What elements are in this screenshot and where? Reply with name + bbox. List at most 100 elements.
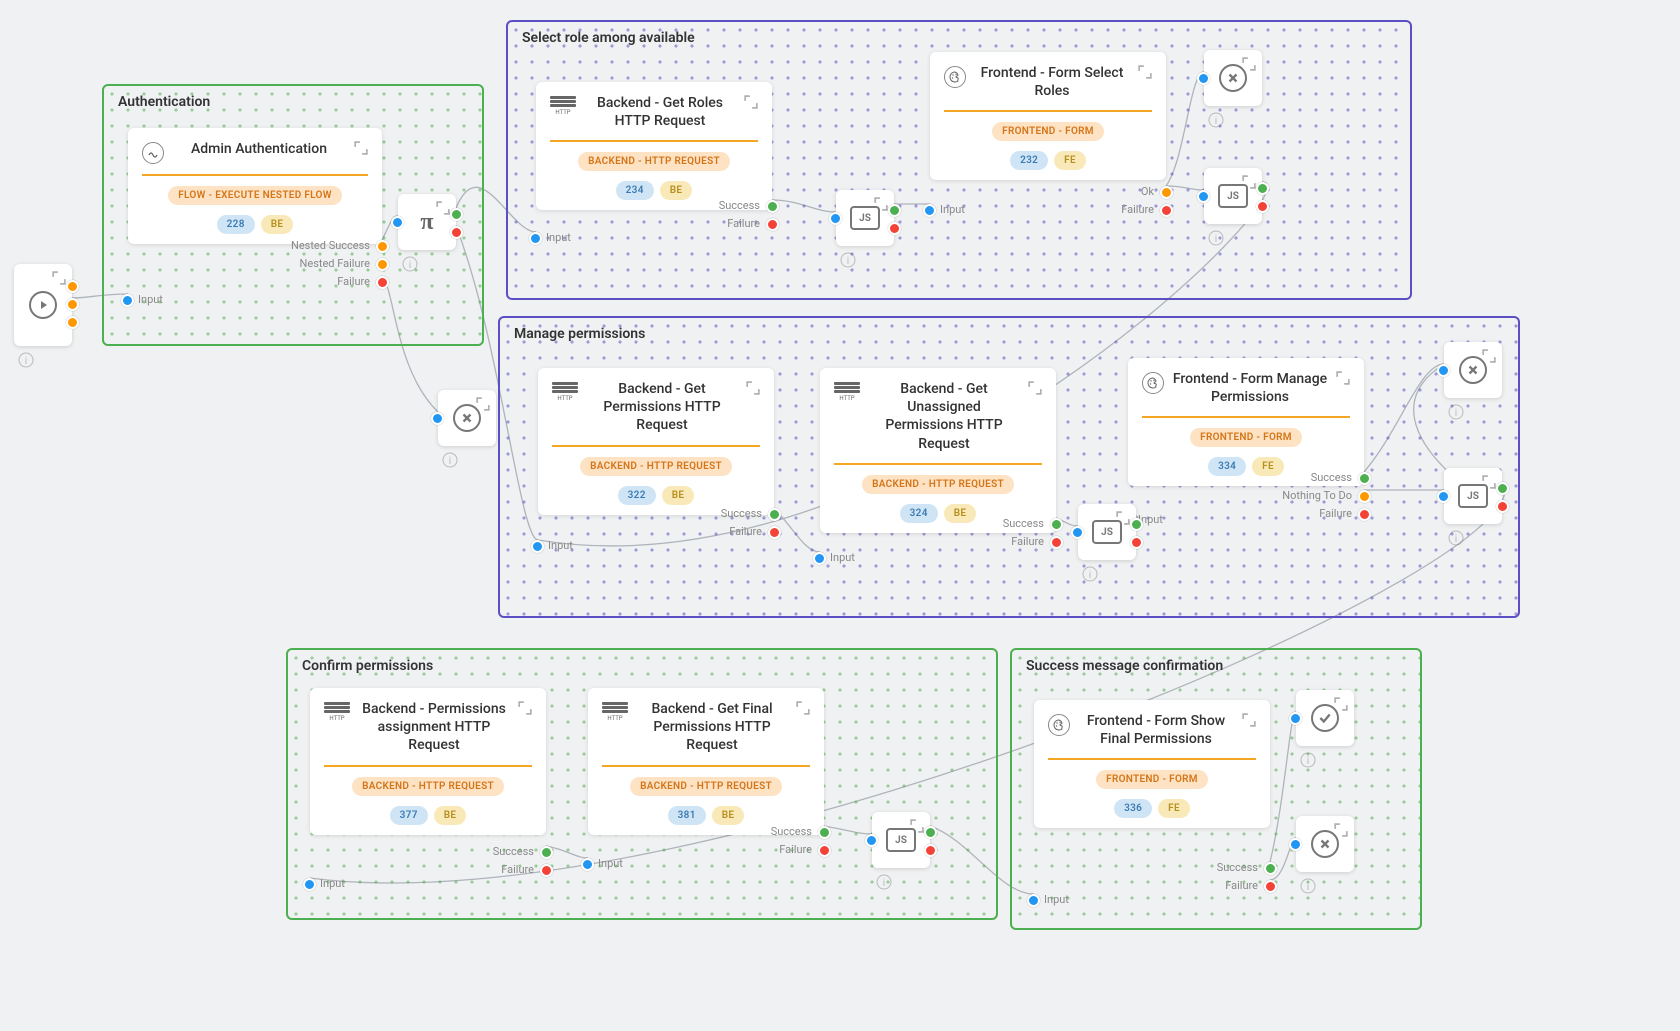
expand-icon[interactable] (1482, 348, 1496, 362)
port-output[interactable] (766, 218, 779, 231)
mini-x4[interactable]: i (1296, 816, 1354, 872)
mini-pi[interactable]: πi (398, 194, 456, 250)
port-input[interactable] (1437, 364, 1450, 377)
port-output[interactable] (1358, 490, 1371, 503)
port-output[interactable] (1256, 182, 1269, 195)
expand-icon[interactable] (1242, 712, 1256, 726)
mini-start[interactable]: i (14, 264, 72, 346)
port-output[interactable] (768, 526, 781, 539)
port-output[interactable] (1160, 204, 1173, 217)
expand-icon[interactable] (1138, 64, 1152, 78)
port-output[interactable] (376, 276, 389, 289)
expand-icon[interactable] (1242, 174, 1256, 188)
port-output[interactable] (1130, 518, 1143, 531)
expand-icon[interactable] (1028, 380, 1042, 394)
expand-icon[interactable] (874, 196, 888, 210)
expand-icon[interactable] (910, 818, 924, 832)
port-input[interactable] (1027, 894, 1040, 907)
node-formmanage[interactable]: Frontend - Form Manage PermissionsFRONTE… (1128, 358, 1364, 486)
node-getperm[interactable]: HTTPBackend - Get Permissions HTTP Reque… (538, 368, 774, 515)
mini-js2[interactable]: JSi (1204, 168, 1262, 224)
expand-icon[interactable] (1116, 510, 1130, 524)
port-output[interactable] (1160, 186, 1173, 199)
mini-x2[interactable]: i (1204, 50, 1262, 106)
expand-icon[interactable] (52, 270, 66, 284)
mini-js5[interactable]: JSi (872, 812, 930, 868)
mini-js4[interactable]: JSi (1444, 468, 1502, 524)
port-output[interactable] (1050, 518, 1063, 531)
expand-icon[interactable] (1482, 474, 1496, 488)
expand-icon[interactable] (796, 700, 810, 714)
port-input[interactable] (303, 878, 316, 891)
expand-icon[interactable] (746, 380, 760, 394)
expand-icon[interactable] (744, 94, 758, 108)
info-icon[interactable]: i (402, 256, 418, 272)
port-input[interactable] (1197, 190, 1210, 203)
port-output[interactable] (376, 240, 389, 253)
info-icon[interactable]: i (1300, 752, 1316, 768)
node-assignperm[interactable]: HTTPBackend - Permissions assignment HTT… (310, 688, 546, 835)
port-output[interactable] (376, 258, 389, 271)
info-icon[interactable]: i (442, 452, 458, 468)
info-icon[interactable]: i (1300, 878, 1316, 894)
port-output[interactable] (540, 864, 553, 877)
port-output[interactable] (768, 508, 781, 521)
mini-js1[interactable]: JSi (836, 190, 894, 246)
port-output[interactable] (818, 844, 831, 857)
port-output[interactable] (888, 222, 901, 235)
info-icon[interactable]: i (840, 252, 856, 268)
port-input[interactable] (531, 540, 544, 553)
port-output[interactable] (1358, 472, 1371, 485)
port-output[interactable] (540, 846, 553, 859)
port-output[interactable] (66, 280, 79, 293)
port-output[interactable] (1264, 862, 1277, 875)
mini-x3[interactable]: i (1444, 342, 1502, 398)
expand-icon[interactable] (1242, 56, 1256, 70)
info-icon[interactable]: i (1082, 566, 1098, 582)
node-getunassigned[interactable]: HTTPBackend - Get Unassigned Permissions… (820, 368, 1056, 533)
port-output[interactable] (818, 826, 831, 839)
port-output[interactable] (1130, 536, 1143, 549)
info-icon[interactable]: i (1448, 404, 1464, 420)
mini-x1[interactable]: i (438, 390, 496, 446)
port-input[interactable] (121, 294, 134, 307)
node-getroles[interactable]: HTTPBackend - Get Roles HTTP RequestBACK… (536, 82, 772, 210)
info-icon[interactable]: i (1208, 112, 1224, 128)
port-input[interactable] (1071, 526, 1084, 539)
port-input[interactable] (529, 232, 542, 245)
expand-icon[interactable] (1334, 822, 1348, 836)
port-input[interactable] (829, 212, 842, 225)
node-formfinal[interactable]: Frontend - Form Show Final PermissionsFR… (1034, 700, 1270, 828)
port-input[interactable] (391, 216, 404, 229)
port-input[interactable] (923, 204, 936, 217)
port-input[interactable] (865, 834, 878, 847)
port-output[interactable] (924, 844, 937, 857)
node-getfinal[interactable]: HTTPBackend - Get Final Permissions HTTP… (588, 688, 824, 835)
port-output[interactable] (888, 204, 901, 217)
expand-icon[interactable] (354, 140, 368, 154)
expand-icon[interactable] (436, 200, 450, 214)
node-formroles[interactable]: Frontend - Form Select RolesFRONTEND - F… (930, 52, 1166, 180)
expand-icon[interactable] (518, 700, 532, 714)
port-input[interactable] (431, 412, 444, 425)
port-input[interactable] (1197, 72, 1210, 85)
port-output[interactable] (1050, 536, 1063, 549)
expand-icon[interactable] (1336, 370, 1350, 384)
port-output[interactable] (450, 226, 463, 239)
port-output[interactable] (766, 200, 779, 213)
port-output[interactable] (1496, 482, 1509, 495)
info-icon[interactable]: i (876, 874, 892, 890)
port-output[interactable] (66, 316, 79, 329)
port-input[interactable] (1289, 838, 1302, 851)
node-admin[interactable]: Admin AuthenticationFLOW - EXECUTE NESTE… (128, 128, 382, 244)
info-icon[interactable]: i (1448, 530, 1464, 546)
port-input[interactable] (1289, 712, 1302, 725)
port-output[interactable] (924, 826, 937, 839)
flow-canvas[interactable]: AuthenticationSelect role among availabl… (0, 0, 1680, 1031)
info-icon[interactable]: i (18, 352, 34, 368)
port-output[interactable] (1256, 200, 1269, 213)
port-output[interactable] (1358, 508, 1371, 521)
port-output[interactable] (1264, 880, 1277, 893)
info-icon[interactable]: i (1208, 230, 1224, 246)
port-input[interactable] (813, 552, 826, 565)
